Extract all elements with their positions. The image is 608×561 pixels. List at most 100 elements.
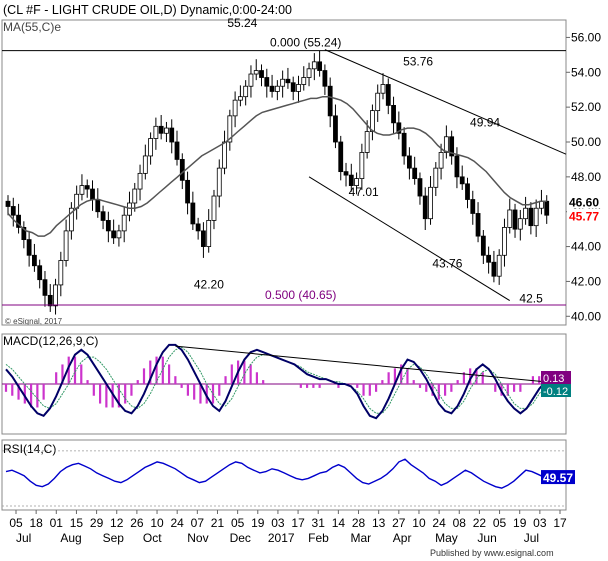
fib-level-label: 0.500 (40.65) [265,288,336,302]
candle-body [523,207,528,220]
main-title: (CL #F - LIGHT CRUDE OIL,D) Dynamic,0:00… [3,3,292,17]
month-label: Oct [143,531,162,545]
month-label: Apr [393,531,412,545]
candle-body [63,230,69,261]
x-tick-label: 26 [130,516,144,530]
y-tick-label: 44.00 [571,240,601,254]
candle-body [132,188,138,204]
candle-body [26,239,32,256]
candle-body [465,183,470,200]
rsi-value-tag-bg [541,470,575,485]
candle-body [296,84,301,92]
macd-value-tag: -0.12 [543,386,568,398]
candle-body [100,211,106,221]
month-label: Jul [16,531,31,545]
price-annotation: 43.76 [432,256,462,270]
y-tick-label: 42.00 [571,274,601,288]
candle-body [343,171,349,176]
x-tick-label: 05 [493,516,507,530]
candle-body [137,172,143,190]
price-tag: 46.60 [569,195,599,209]
candle-body [42,279,48,296]
candle-body [243,85,249,98]
x-tick-label: 13 [372,516,386,530]
candle-body [127,202,132,216]
month-label: Jul [524,531,539,545]
ma-label: MA(55,C)e [3,20,61,34]
x-tick-label: 22 [473,516,487,530]
candle-body [285,78,291,84]
candle-body [158,125,164,134]
candle-body [105,220,111,232]
candle-body [486,254,492,263]
candle-body [507,209,513,228]
candle-body [37,265,43,281]
month-label: Aug [60,531,81,545]
candle-body [21,226,27,240]
x-tick-label: 19 [251,516,265,530]
footer-published: Published by www.esignal.com [430,548,554,558]
candle-body [195,223,201,232]
x-tick-label: 10 [412,516,426,530]
y-tick-label: 40.00 [571,309,601,323]
x-tick-label: 14 [332,516,346,530]
candle-body [179,159,185,181]
candle-body [290,82,296,92]
candle-body [53,284,58,307]
x-tick-label: 05 [231,516,245,530]
candle-body [443,136,449,153]
candle-body [47,294,53,307]
x-tick-label: 27 [392,516,406,530]
candle-body [327,85,333,117]
candle-body [280,78,286,87]
candle-body [232,99,238,117]
candle-body [449,136,455,157]
candle-body [417,178,423,197]
candle-body [68,207,74,232]
candle-body [412,167,418,179]
x-tick-label: 17 [291,516,305,530]
candle-body [142,155,148,174]
candle-body [385,84,391,106]
candle-body [470,199,476,214]
candle-body [306,68,312,78]
candle-body [16,214,21,228]
candle-body [169,127,175,143]
price-annotation: 55.24 [227,16,257,30]
candle-body [264,77,270,87]
trendline-lower [308,176,511,302]
month-label: Dec [230,531,251,545]
candle-body [269,85,275,92]
candle-body [502,226,507,256]
candle-body [32,254,37,267]
candle-body [338,141,344,173]
candle-body [190,202,196,225]
candle-body [380,84,386,94]
macd-label: MACD(12,26,9,C) [3,334,98,348]
macd-value-tag: 0.13 [543,373,564,385]
x-tick-label: 07 [191,516,205,530]
watermark: © eSignal, 2017 [5,317,63,326]
candle-body [253,70,259,75]
x-tick-label: 12 [110,516,124,530]
y-tick-label: 52.00 [571,100,601,114]
candle-body [391,105,396,124]
candle-body [433,167,439,188]
rsi-line [5,458,545,489]
candle-body [359,152,365,179]
trendline-upper [324,49,567,155]
candle-body [58,260,64,286]
candle-body [227,115,233,143]
x-tick-label: 03 [533,516,547,530]
x-tick-label: 29 [90,516,104,530]
candle-body [153,125,159,139]
x-tick-label: 05 [9,516,23,530]
x-tick-label: 18 [29,516,43,530]
x-tick-label: 28 [352,516,366,530]
x-tick-label: 24 [432,516,446,530]
candle-body [454,155,460,178]
x-tick-label: 08 [453,516,467,530]
price-annotation: 47.01 [349,185,379,199]
candle-body [375,92,381,112]
